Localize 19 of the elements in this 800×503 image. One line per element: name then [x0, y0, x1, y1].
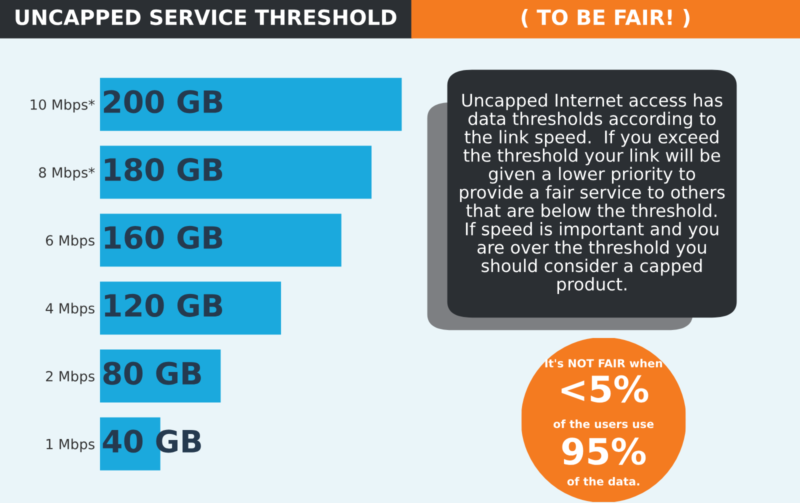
- text: 95%: [562, 438, 646, 465]
- chart-title: UNCAPPED SERVICE THRESHOLD: [16, 9, 396, 26]
- data-label: 180 GB: [104, 158, 222, 182]
- y-tick-label: 6 Mbps: [46, 234, 94, 248]
- y-tick-label: 4 Mbps: [46, 302, 94, 316]
- y-tick-label: 8 Mbps*: [39, 167, 95, 180]
- text: It's NOT FAIR when: [545, 358, 662, 368]
- y-tick-label: 2 Mbps: [46, 370, 94, 384]
- data-label: 80 GB: [103, 362, 201, 385]
- text: Uncapped Internet access has data thresholds according to the link speed. If you exceed the threshold your link will be given a lower priority to provide a fair service to others that are below the threshold. If speed is important and you are over the threshold you should consider a capped product.: [460, 93, 725, 294]
- text: of the users use: [554, 420, 654, 428]
- text: ( TO BE FAIR! ): [522, 9, 690, 28]
- data-label: 200 GB: [104, 90, 222, 114]
- text: of the data.: [567, 476, 640, 486]
- data-label: 160 GB: [104, 226, 222, 250]
- text: <5%: [562, 375, 648, 403]
- y-tick-label: 10 Mbps*: [30, 99, 95, 113]
- y-tick-label: 1 Mbps: [46, 438, 94, 452]
- data-label: 120 GB: [104, 294, 222, 317]
